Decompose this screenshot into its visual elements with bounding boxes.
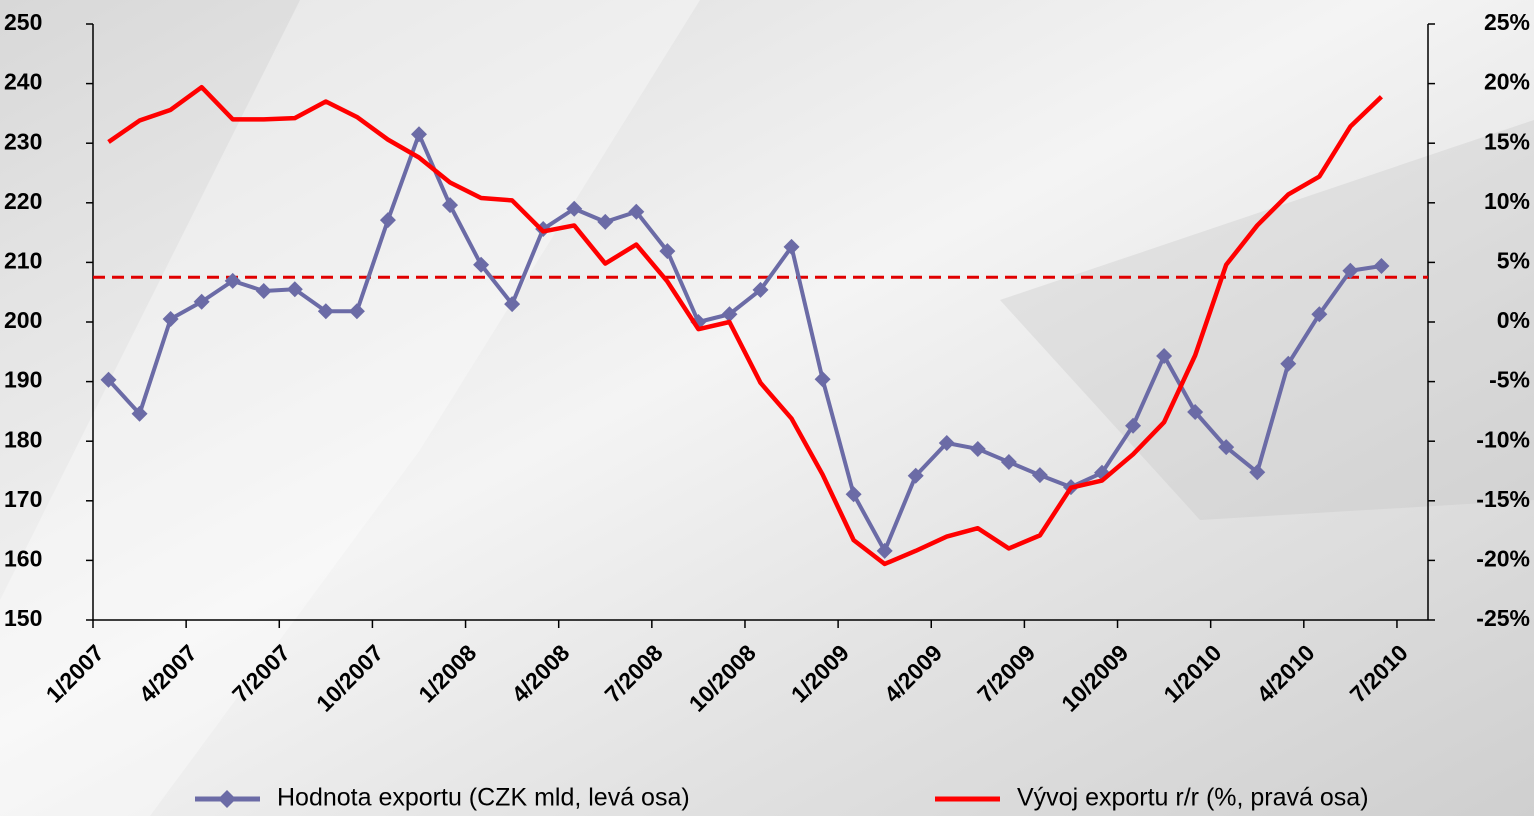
- y-tick-label: 240: [4, 69, 42, 95]
- series-marker: [566, 200, 583, 217]
- series-marker: [969, 440, 986, 457]
- series-marker: [628, 203, 645, 220]
- legend-label: Vývoj exportu r/r (%, pravá osa): [1017, 784, 1369, 812]
- y-tick-label: 200: [4, 307, 42, 333]
- series-marker: [938, 434, 955, 451]
- series-marker: [504, 296, 521, 313]
- y2-tick-label: -15%: [1476, 486, 1530, 512]
- series-marker: [1031, 467, 1048, 484]
- series-marker: [224, 272, 241, 289]
- y2-tick-label: -25%: [1476, 605, 1530, 631]
- y-tick-label: 250: [4, 9, 42, 35]
- series-marker: [410, 126, 427, 143]
- series-marker: [1000, 454, 1017, 471]
- legend-marker: [218, 790, 236, 808]
- series-marker: [162, 311, 179, 328]
- series-marker: [1156, 347, 1173, 364]
- series-marker: [1342, 262, 1359, 279]
- series-line: [107, 84, 1383, 567]
- y-tick-label: 160: [4, 545, 42, 571]
- y2-tick-label: 15%: [1484, 128, 1530, 154]
- series-marker: [442, 197, 459, 214]
- series-marker: [317, 303, 334, 320]
- y2-tick-label: 10%: [1484, 188, 1530, 214]
- y-tick-label: 150: [4, 605, 42, 631]
- background-shape: [0, 0, 700, 816]
- series-marker: [1249, 464, 1266, 481]
- series-marker: [1280, 355, 1297, 372]
- series-marker: [1218, 439, 1235, 456]
- series-marker: [845, 486, 862, 503]
- y-tick-label: 210: [4, 247, 42, 273]
- y2-tick-label: -5%: [1489, 367, 1530, 393]
- series-marker: [907, 467, 924, 484]
- series-marker: [659, 243, 676, 260]
- series-marker: [814, 371, 831, 388]
- series-marker: [597, 213, 614, 230]
- series-marker: [1373, 257, 1390, 274]
- y-tick-label: 170: [4, 486, 42, 512]
- y-tick-label: 180: [4, 426, 42, 452]
- y-tick-label: 230: [4, 128, 42, 154]
- series-marker: [100, 371, 117, 388]
- series-marker: [721, 306, 738, 323]
- series-marker: [1311, 306, 1328, 323]
- series-marker: [1125, 417, 1142, 434]
- legend-label: Hodnota exportu (CZK mld, levá osa): [277, 784, 690, 812]
- y2-tick-label: 5%: [1497, 247, 1530, 273]
- series-marker: [752, 281, 769, 298]
- series-line: [107, 132, 1382, 553]
- series-marker: [783, 238, 800, 255]
- series-marker: [255, 283, 272, 300]
- y2-tick-label: -10%: [1476, 426, 1530, 452]
- series-marker: [131, 405, 148, 422]
- y2-tick-label: 0%: [1497, 307, 1530, 333]
- series-marker: [286, 281, 303, 298]
- y-tick-label: 190: [4, 367, 42, 393]
- series-marker: [876, 542, 893, 559]
- y2-tick-label: 20%: [1484, 69, 1530, 95]
- y-tick-label: 220: [4, 188, 42, 214]
- series-marker: [1187, 403, 1204, 420]
- series-marker: [473, 256, 490, 273]
- series-marker: [379, 212, 396, 229]
- y2-tick-label: 25%: [1484, 9, 1530, 35]
- y2-tick-label: -20%: [1476, 545, 1530, 571]
- series-marker: [193, 293, 210, 310]
- series-marker: [348, 303, 365, 320]
